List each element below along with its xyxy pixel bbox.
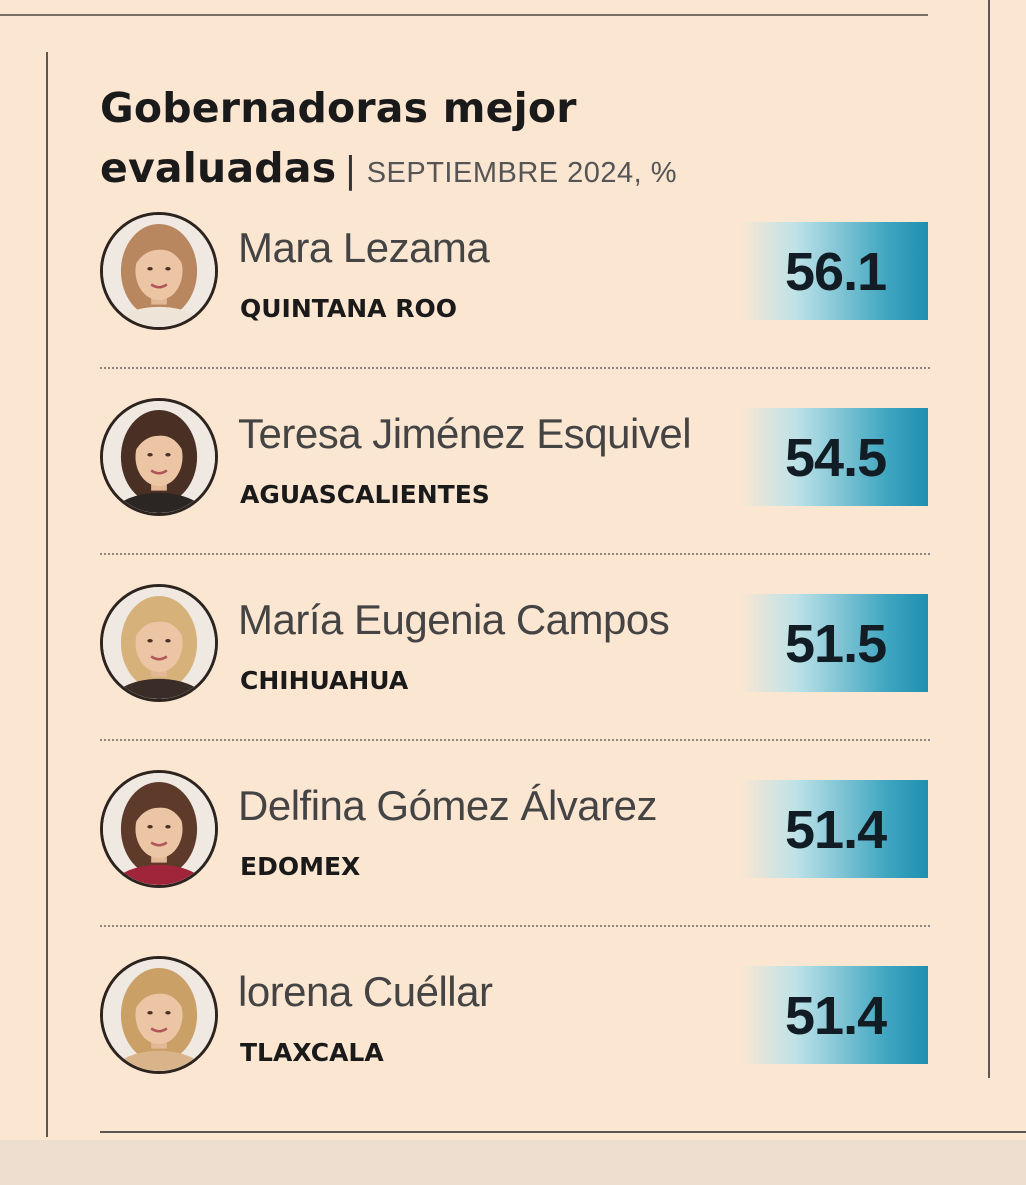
- portrait-icon: [100, 212, 218, 330]
- value-label: 51.5: [785, 614, 887, 674]
- governor-name: lorena Cuéllar: [238, 968, 493, 1015]
- row-divider: [100, 925, 930, 927]
- left-rule: [46, 52, 48, 1137]
- governor-state: EDOMEX: [240, 852, 361, 881]
- governor-name: María Eugenia Campos: [238, 596, 670, 643]
- bottom-band: [0, 1140, 1026, 1185]
- value-label: 51.4: [785, 986, 887, 1046]
- value-bar: [740, 780, 928, 878]
- portrait-icon: [100, 398, 218, 516]
- governor-list: Mara Lezama QUINTANA ROO 56.1 Teresa Jiméne…: [100, 200, 930, 1130]
- governor-state: QUINTANA ROO: [240, 294, 457, 323]
- governor-row: Teresa Jiménez Esquivel AGUASCALIENTES 54.…: [100, 386, 930, 572]
- row-divider: [100, 739, 930, 741]
- governor-state: CHIHUAHUA: [240, 666, 409, 695]
- row-divider: [100, 367, 930, 369]
- chart-title: Gobernadoras mejor evaluadas | SEPTIEMBRE …: [100, 78, 860, 203]
- value-label: 51.4: [785, 800, 887, 860]
- portrait-icon: [100, 770, 218, 888]
- value-bar: [740, 594, 928, 692]
- top-rule: [0, 14, 928, 16]
- right-rule: [988, 0, 990, 1078]
- value-bar: [740, 966, 928, 1064]
- value-bar: [740, 408, 928, 506]
- chart-title-text: Gobernadoras mejor evaluadas: [100, 84, 577, 192]
- governor-name: Teresa Jiménez Esquivel: [238, 410, 692, 457]
- bottom-rule: [100, 1131, 1026, 1133]
- governor-name: Mara Lezama: [238, 224, 490, 271]
- governor-name: Delfina Gómez Álvarez: [238, 782, 658, 829]
- governor-state: AGUASCALIENTES: [240, 480, 490, 509]
- governor-row: María Eugenia Campos CHIHUAHUA 51.5: [100, 572, 930, 758]
- portrait-icon: [100, 584, 218, 702]
- value-label: 56.1: [785, 242, 887, 302]
- value-label: 54.5: [785, 428, 887, 488]
- governor-state: TLAXCALA: [240, 1038, 384, 1067]
- governor-row: Mara Lezama QUINTANA ROO 56.1: [100, 200, 930, 386]
- title-separator: |: [344, 150, 357, 191]
- chart-subtitle: SEPTIEMBRE 2024, %: [366, 157, 678, 189]
- governor-row: lorena Cuéllar TLAXCALA 51.4: [100, 944, 930, 1130]
- value-bar: [740, 222, 928, 320]
- portrait-icon: [100, 956, 218, 1074]
- governor-row: Delfina Gómez Álvarez EDOMEX 51.4: [100, 758, 930, 944]
- row-divider: [100, 553, 930, 555]
